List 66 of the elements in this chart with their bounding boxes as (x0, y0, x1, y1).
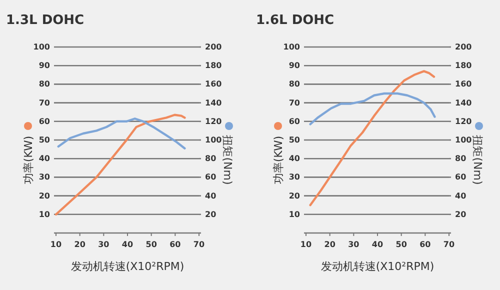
y2-tick-label: 100 (455, 136, 472, 144)
y2-tick-label: 120 (455, 116, 472, 126)
y2-tick-label: 200 (205, 42, 222, 52)
y-tick-label: 100 (33, 42, 50, 52)
x-tick-label: 20 (74, 240, 86, 249)
x-tick-label: 50 (146, 240, 158, 249)
y2-tick-label: 60 (455, 172, 467, 182)
line-series (309, 92, 436, 126)
y-tick-label: 100 (283, 42, 300, 52)
y2-axis-title: 扭矩(Nm) (471, 135, 484, 185)
y-tick-label: 90 (288, 61, 300, 70)
y2-tick-label: 140 (455, 98, 472, 108)
y2-tick-label: 20 (455, 210, 467, 219)
y2-tick-label: 120 (205, 116, 222, 126)
y2-tick-label: 60 (205, 172, 217, 182)
x-tick-label: 30 (98, 240, 110, 249)
y-axis-title: 功率(KW) (272, 136, 285, 184)
chart-title: 1.6L DOHC (256, 13, 334, 28)
x-tick-label: 20 (324, 240, 336, 249)
y-tick-label: 60 (288, 116, 300, 126)
y-tick-label: 50 (288, 136, 300, 144)
x-tick-label: 70 (443, 240, 455, 249)
x-tick-label: 10 (50, 240, 62, 249)
y2-tick-label: 80 (205, 154, 217, 164)
y-tick-label: 30 (38, 172, 50, 182)
y-tick-label: 50 (38, 136, 50, 144)
x-tick-label: 10 (300, 240, 312, 249)
x-tick-label: 60 (170, 240, 182, 249)
y2-tick-label: 40 (455, 191, 467, 200)
y-tick-label: 20 (38, 191, 50, 200)
y2-tick-label: 180 (455, 61, 472, 70)
x-tick-label: 40 (122, 240, 134, 249)
y2-axis-title: 扭矩(Nm) (221, 135, 234, 185)
y-axis-title: 功率(KW) (22, 136, 35, 184)
y2-tick-label: 160 (455, 80, 472, 89)
y-tick-label: 40 (38, 154, 50, 164)
x-tick-label: 50 (396, 240, 408, 249)
x-tick-label: 60 (420, 240, 432, 249)
y2-tick-label: 140 (205, 98, 222, 108)
y2-tick-label: 100 (205, 136, 222, 144)
line-series (309, 70, 436, 206)
y2-tick-label: 80 (455, 154, 467, 164)
x-tick-label: 40 (372, 240, 384, 249)
x-tick-label: 70 (193, 240, 205, 249)
y2-tick-label: 160 (205, 80, 222, 89)
y-tick-label: 70 (38, 98, 50, 108)
y-tick-label: 40 (288, 154, 300, 164)
y-tick-label: 10 (288, 210, 300, 219)
y2-tick-label: 200 (455, 42, 472, 52)
y-tick-label: 10 (38, 210, 50, 219)
y2-tick-label: 20 (205, 210, 217, 219)
y-tick-label: 90 (38, 61, 50, 70)
y-tick-label: 70 (288, 98, 300, 108)
x-axis-title: 发动机转速(X10²RPM) (320, 260, 434, 273)
y-tick-label: 80 (288, 80, 300, 89)
y-tick-label: 30 (288, 172, 300, 182)
y-tick-label: 20 (288, 191, 300, 200)
x-axis-title: 发动机转速(X10²RPM) (70, 260, 184, 273)
x-tick-label: 30 (348, 240, 360, 249)
y2-tick-label: 40 (205, 191, 217, 200)
line-series (54, 114, 186, 216)
y-tick-label: 60 (38, 116, 50, 126)
y2-tick-label: 180 (205, 61, 222, 70)
chart-title: 1.3L DOHC (6, 13, 84, 28)
line-series (57, 118, 186, 150)
y-tick-label: 80 (38, 80, 50, 89)
